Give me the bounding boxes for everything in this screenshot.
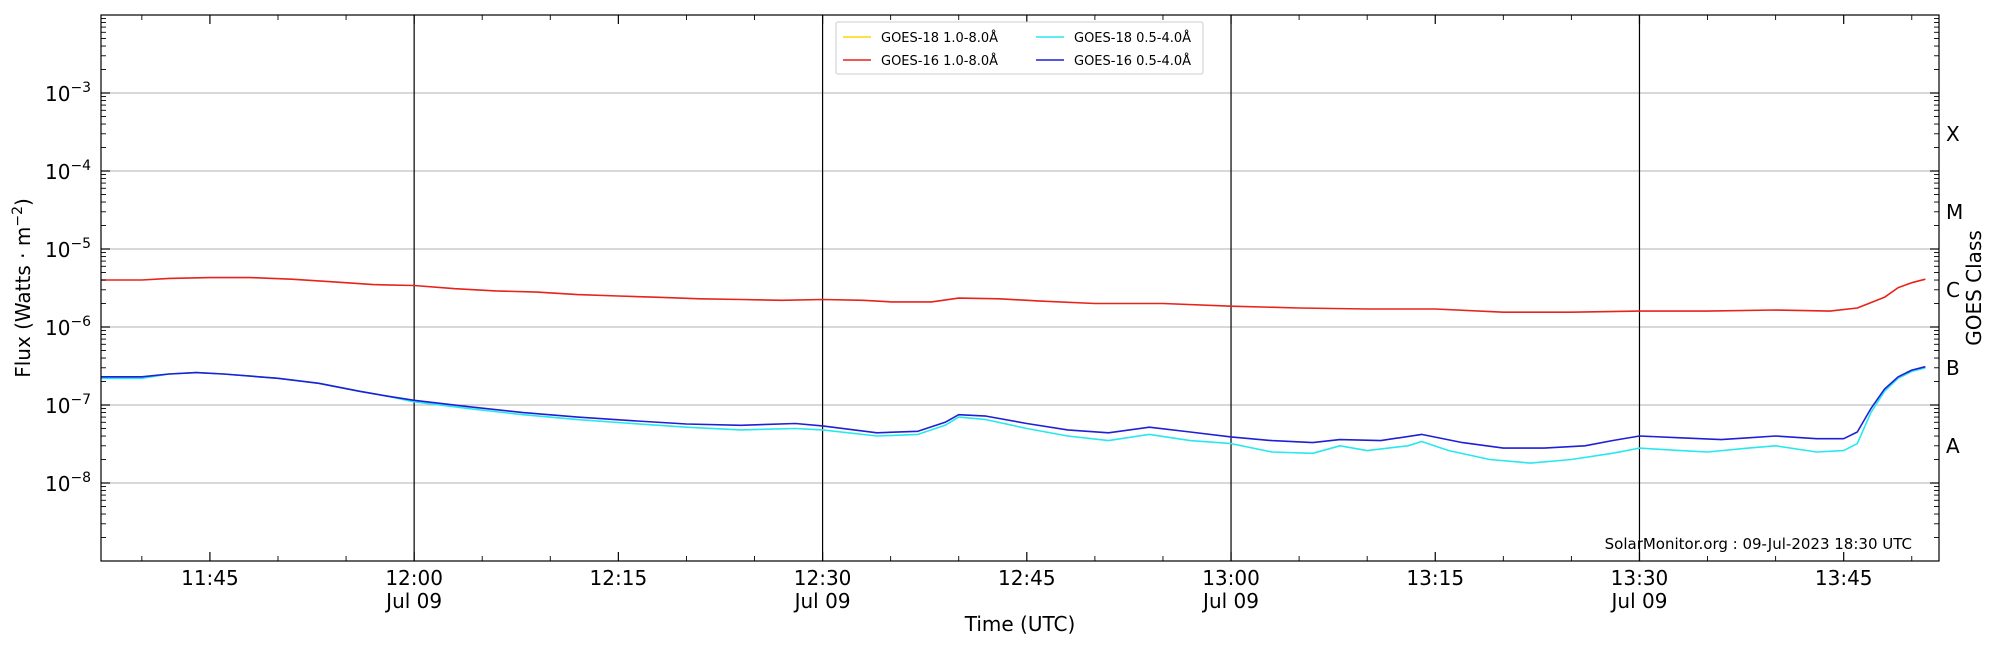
goes-class-labels: A B C M X bbox=[1946, 122, 1963, 458]
y-tick-label: 10−8 bbox=[45, 470, 91, 496]
y-axis-title: Flux (Watts · m−2) bbox=[10, 198, 35, 378]
goes-class-label: C bbox=[1946, 278, 1960, 302]
x-tick-label: 12:30 bbox=[794, 566, 852, 590]
legend-label: GOES-16 1.0-8.0Å bbox=[881, 53, 998, 69]
plot-frame bbox=[100, 14, 1940, 562]
series-lines bbox=[101, 276, 1926, 464]
day-boundary-lines bbox=[413, 15, 1641, 561]
goes-class-label: A bbox=[1946, 434, 1960, 458]
x-tick-label: 13:45 bbox=[1815, 566, 1873, 590]
goes-class-label: X bbox=[1946, 122, 1960, 146]
y-axis-title-exponent: −2 bbox=[10, 206, 26, 227]
x-tick-label: 13:00 bbox=[1202, 566, 1260, 590]
x-tick-date-label: Jul 09 bbox=[384, 589, 442, 613]
x-tick-label: 11:45 bbox=[181, 566, 239, 590]
series-line-3 bbox=[101, 365, 1926, 449]
goes-class-label: B bbox=[1946, 356, 1960, 380]
y-tick-label: 10−7 bbox=[45, 392, 91, 418]
y-tick-label: 10−5 bbox=[45, 236, 91, 262]
legend-label: GOES-18 0.5-4.0Å bbox=[1074, 30, 1191, 46]
legend-box bbox=[835, 21, 1204, 75]
x-tick-date-label: Jul 09 bbox=[1610, 589, 1668, 613]
x-tick-label: 13:15 bbox=[1406, 566, 1464, 590]
x-tick-label: 12:45 bbox=[998, 566, 1056, 590]
axis-ticks bbox=[101, 15, 1939, 561]
legend-label: GOES-16 0.5-4.0Å bbox=[1074, 53, 1191, 69]
series-line-2 bbox=[101, 367, 1926, 464]
legend: GOES-18 1.0-8.0Å GOES-16 1.0-8.0Å GOES-18 … bbox=[835, 21, 1204, 75]
x-axis-title: Time (UTC) bbox=[964, 612, 1076, 636]
x-tick-label: 12:15 bbox=[590, 566, 648, 590]
goes-class-label: M bbox=[1946, 200, 1963, 224]
right-axis-title: GOES Class bbox=[1962, 230, 1986, 346]
x-tick-label: 12:00 bbox=[385, 566, 443, 590]
x-tick-date-label: Jul 09 bbox=[793, 589, 851, 613]
legend-label: GOES-18 1.0-8.0Å bbox=[881, 30, 998, 46]
credit-text: SolarMonitor.org : 09-Jul-2023 18:30 UTC bbox=[1605, 535, 1912, 553]
y-tick-label: 10−6 bbox=[45, 314, 91, 340]
y-axis-title-close: ) bbox=[11, 198, 35, 206]
y-axis-title-main: Flux (Watts · m bbox=[11, 227, 35, 378]
series-line-1 bbox=[101, 276, 1926, 313]
y-tick-labels: 10−8 10−7 10−6 10−5 10−4 10−3 bbox=[45, 80, 91, 496]
y-tick-label: 10−4 bbox=[45, 158, 91, 184]
x-tick-date-label: Jul 09 bbox=[1201, 589, 1259, 613]
grid-lines bbox=[101, 92, 1939, 484]
x-tick-label: 13:30 bbox=[1611, 566, 1669, 590]
y-tick-label: 10−3 bbox=[45, 80, 91, 106]
